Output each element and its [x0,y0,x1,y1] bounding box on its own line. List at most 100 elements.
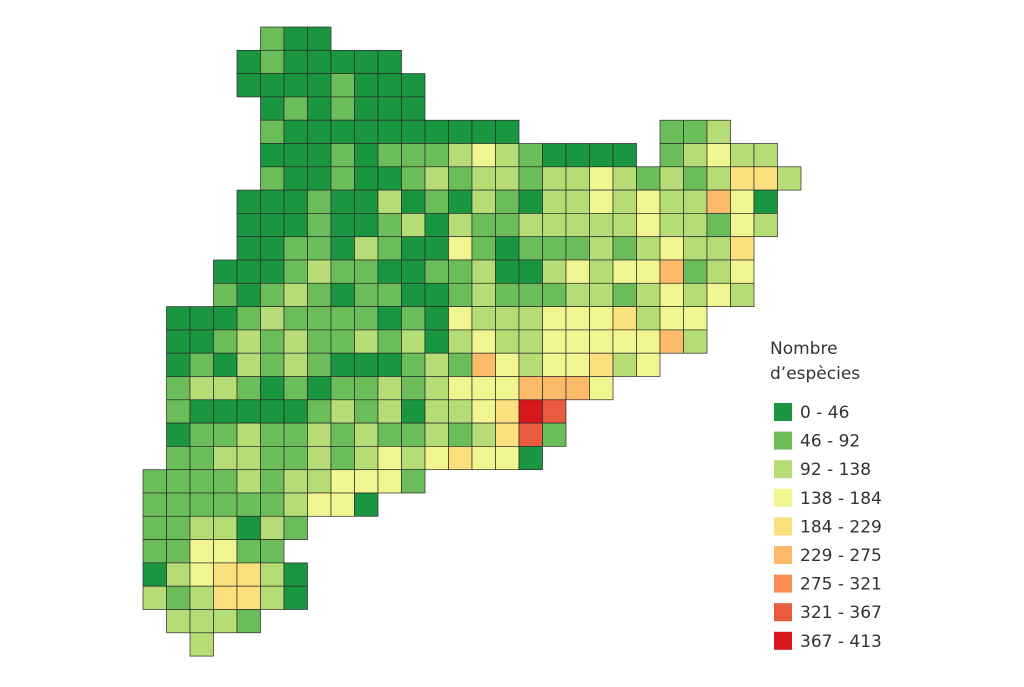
grid-cell [401,329,426,354]
grid-cell [659,213,684,238]
grid-cell [518,422,543,447]
grid-cell [260,446,285,471]
grid-cell [330,73,355,98]
grid-cell [730,259,755,284]
grid-cell [377,213,402,238]
grid-cell [448,399,473,424]
grid-cell [424,282,449,307]
grid-cell [659,282,684,307]
legend-swatch [774,460,792,479]
grid-cell [401,213,426,238]
grid-cell [495,213,520,238]
grid-cell [283,26,308,51]
grid-cell [589,376,614,401]
grid-cell [377,119,402,144]
grid-cell [659,306,684,331]
grid-cell [518,143,543,168]
legend-swatch [774,431,792,450]
grid-cell [471,236,496,261]
grid-cell [448,259,473,284]
grid-cell [518,189,543,214]
grid-cell [636,189,661,214]
grid-cell [354,306,379,331]
grid-cell [260,189,285,214]
grid-cell [166,585,191,610]
grid-cell [354,96,379,121]
grid-cell [213,539,238,564]
grid-cell [471,282,496,307]
grid-cell [166,609,191,634]
grid-cell [166,329,191,354]
grid-cell [330,492,355,517]
grid-cell [307,422,332,447]
grid-cell [236,73,261,98]
grid-cell [377,189,402,214]
grid-cell [142,539,167,564]
grid-cell [471,306,496,331]
grid-cell [213,469,238,494]
grid-cell [330,376,355,401]
grid-cell [166,446,191,471]
grid-cell [448,446,473,471]
legend-label: 92 - 138 [800,460,871,480]
grid-cell [448,213,473,238]
legend-swatch [774,603,792,622]
grid-cell [636,329,661,354]
grid-cell [448,236,473,261]
grid-cell [307,446,332,471]
grid-cell [330,236,355,261]
grid-cell [683,329,708,354]
grid-cell [777,166,802,191]
grid-cell [307,26,332,51]
grid-cell [636,166,661,191]
grid-cell [189,469,214,494]
grid-cell [565,213,590,238]
grid-cell [424,119,449,144]
grid-cell [706,143,731,168]
grid-cell [565,352,590,377]
grid-cell [565,376,590,401]
grid-cell [401,446,426,471]
grid-cell [542,376,567,401]
grid-cell [260,119,285,144]
legend-swatch [774,517,792,536]
grid-cell [706,119,731,144]
grid-cell [683,306,708,331]
grid-cell [448,352,473,377]
grid-cell [424,189,449,214]
grid-cell [189,632,214,657]
legend-label: 275 - 321 [800,575,882,595]
grid-cell [424,166,449,191]
grid-cell [518,213,543,238]
legend-label: 184 - 229 [800,517,882,537]
grid-cell [260,562,285,587]
grid-cell [659,143,684,168]
grid-cell [236,539,261,564]
grid-cell [471,352,496,377]
grid-cell [471,166,496,191]
grid-cell [189,492,214,517]
grid-cell [354,329,379,354]
legend-label: 46 - 92 [800,432,860,452]
grid-cell [471,213,496,238]
grid-cell [283,306,308,331]
grid-cell [495,189,520,214]
grid-cell [166,399,191,424]
grid-cell [330,119,355,144]
grid-cell [565,259,590,284]
grid-cell [518,282,543,307]
grid-cell [283,562,308,587]
grid-cell [659,236,684,261]
grid-cell [236,236,261,261]
grid-cell [330,96,355,121]
grid-cell [260,282,285,307]
grid-cell [706,282,731,307]
legend-title: Nombre [770,339,838,359]
grid-cell [518,352,543,377]
grid-cell [260,213,285,238]
grid-cell [260,515,285,540]
grid-cell [612,282,637,307]
grid-cell [307,306,332,331]
grid-cell [730,213,755,238]
